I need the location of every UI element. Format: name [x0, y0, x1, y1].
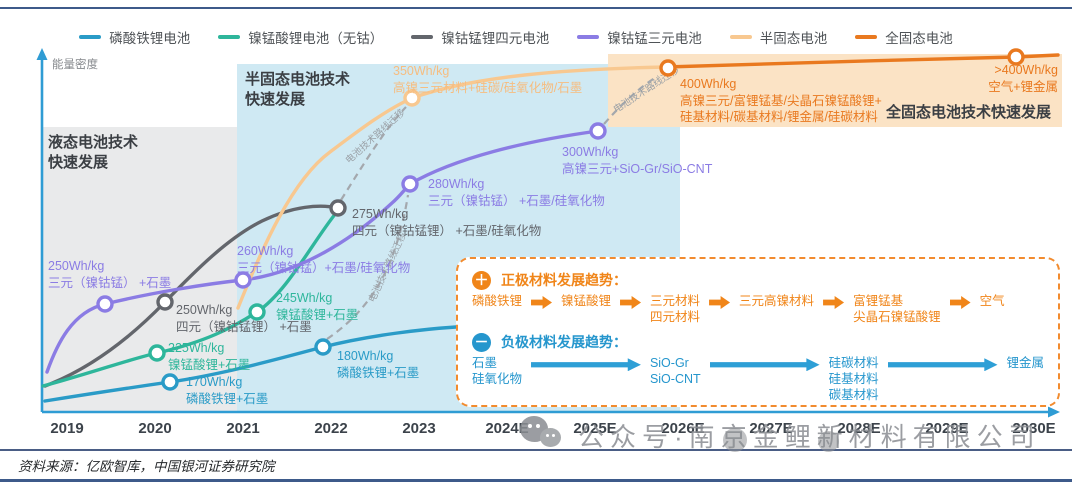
separator-line	[0, 449, 1072, 451]
cathode-trend-chain: 磷酸铁锂 镍锰酸锂 三元材料 四元材料 三元高镍材料 富锂锰基 尖晶石镍锰酸锂 空气	[472, 294, 1044, 325]
legend-item: 镍钴锰三元电池	[577, 27, 702, 47]
anode-trend-chain: 石墨 硅氧化物 SiO-Gr SiO-CNT 硅碳材料 硅基材料 碳基材料 锂金属	[472, 356, 1044, 403]
arrow-right-icon	[949, 296, 971, 309]
data-point-marker	[403, 89, 421, 107]
anode-trend-header: － 负极材料发展趋势：	[472, 332, 1046, 352]
semi-solid-line	[236, 65, 668, 310]
legend-dash-icon	[411, 35, 434, 39]
data-point-marker	[161, 373, 179, 391]
watermark-dot	[818, 431, 839, 452]
trend-step: SiO-Gr SiO-CNT	[649, 356, 701, 386]
watermark-dot	[723, 428, 747, 452]
legend-dash-icon	[79, 35, 102, 39]
trend-step: 三元材料 四元材料	[650, 294, 701, 324]
data-point-marker	[234, 271, 252, 289]
cathode-trend-title: 正极材料发展趋势：	[501, 272, 627, 288]
trend-step: 硅碳材料 硅基材料 碳基材料	[828, 356, 879, 402]
data-point-marker	[589, 122, 607, 140]
legend-item: 全固态电池	[855, 27, 953, 47]
arrow-right-icon	[531, 358, 641, 372]
arrow-right-icon	[531, 296, 553, 309]
data-point-marker	[156, 293, 174, 311]
data-point-marker	[248, 303, 266, 321]
arrow-right-icon	[709, 296, 731, 309]
legend-item-label: 全固态电池	[885, 31, 953, 46]
arrow-right-icon	[709, 358, 820, 372]
migration-dashed-line	[326, 194, 410, 340]
trend-step: 镍锰酸锂	[561, 294, 612, 308]
legend: 磷酸铁锂电池 镍锰酸锂电池（无钴） 镍钴锰锂四元电池 镍钴锰三元电池 半固态电池 全固态电…	[0, 27, 1032, 47]
data-point-marker	[96, 295, 114, 313]
top-border-line	[0, 7, 1072, 9]
source-note: 资料来源：亿欧智库，中国银河证券研究院	[18, 459, 275, 474]
legend-item-label: 镍钴锰锂四元电池	[441, 31, 550, 46]
anode-trend-title: 负极材料发展趋势：	[501, 334, 627, 351]
lfp-line	[43, 325, 458, 403]
legend-item: 半固态电池	[729, 27, 828, 47]
watermark-text: 公众号·南京金鲤新材料有限公司	[578, 421, 1041, 452]
trend-step: 空气	[979, 294, 1005, 308]
legend-item: 磷酸铁锂电池	[79, 27, 190, 47]
data-point-marker	[314, 338, 332, 356]
all-solid-line	[664, 53, 1060, 69]
watermark: 公众号·南京金鲤新材料有限公司	[520, 416, 1041, 454]
bottom-border-line	[0, 479, 1072, 482]
x-axis-arrow-icon	[1048, 406, 1060, 418]
data-point-marker	[1007, 48, 1025, 66]
arrow-right-icon	[620, 296, 642, 309]
legend-dash-icon	[729, 35, 752, 39]
wechat-icon	[520, 416, 566, 454]
data-point-marker	[329, 199, 347, 217]
data-point-marker	[401, 175, 419, 193]
y-axis-label: 能量密度	[52, 59, 98, 71]
legend-dash-icon	[218, 35, 241, 39]
legend-item-label: 半固态电池	[759, 31, 828, 46]
legend-dash-icon	[577, 35, 600, 39]
arrow-right-icon	[887, 358, 998, 372]
liquid-region	[42, 127, 237, 412]
trend-step: 三元高镍材料	[739, 294, 815, 308]
trend-step: 富锂锰基 尖晶石镍锰酸锂	[853, 294, 941, 324]
trend-step: 磷酸铁锂	[472, 294, 523, 308]
trend-step: 石墨 硅氧化物	[472, 356, 523, 386]
legend-item-label: 镍锰酸锂电池（无钴）	[248, 31, 384, 46]
migration-dashed-line	[603, 75, 659, 125]
material-trend-panel: ＋ 正极材料发展趋势： 磷酸铁锂 镍锰酸锂 三元材料 四元材料 三元高镍材料 富锂锰基 尖晶…	[456, 257, 1060, 407]
trend-step: 锂金属	[1006, 356, 1045, 371]
minus-icon: －	[472, 332, 491, 352]
legend-dash-icon	[855, 35, 878, 39]
cathode-trend-header: ＋ 正极材料发展趋势：	[472, 270, 1046, 290]
arrow-right-icon	[823, 296, 845, 309]
data-point-marker	[659, 59, 677, 77]
quaternary-line	[43, 204, 340, 388]
legend-item-label: 磷酸铁锂电池	[109, 31, 191, 46]
legend-item: 镍锰酸锂电池（无钴）	[218, 27, 383, 47]
y-axis-arrow-icon	[36, 48, 48, 60]
legend-item: 镍钴锰锂四元电池	[411, 27, 549, 47]
legend-item-label: 镍钴锰三元电池	[607, 31, 702, 46]
data-point-marker	[148, 344, 166, 362]
plus-icon: ＋	[472, 270, 491, 290]
